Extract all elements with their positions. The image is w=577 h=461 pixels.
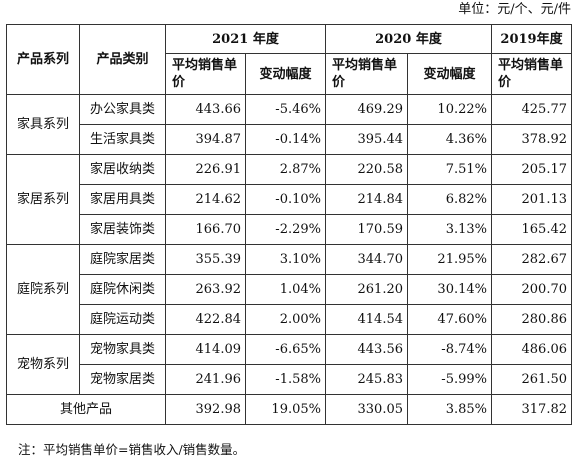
- header-row-years: 产品系列 产品类别 2021 年度 2020 年度 2019年度: [6, 24, 572, 95]
- change-2020-cell: -5.99%: [407, 364, 492, 395]
- price-2020-cell: 170.59: [325, 214, 408, 245]
- price-table: 产品系列 产品类别 2021 年度 2020 年度 2019年度 平均销售单价 …: [6, 24, 572, 425]
- price-2020-cell: 443.56: [325, 334, 408, 365]
- price-2019-cell: 317.82: [491, 394, 572, 425]
- price-2020-cell: 214.84: [325, 184, 408, 215]
- footnote: 注：平均销售单价=销售收入/销售数量。: [18, 442, 246, 457]
- table-row: 家居系列 家居收纳类 226.91 2.87% 220.58 7.51% 205…: [6, 154, 572, 245]
- price-2021-cell: 226.91: [165, 154, 246, 185]
- change-2021-cell: 19.05%: [245, 394, 326, 425]
- price-2021-cell: 355.39: [165, 244, 246, 275]
- table-row: 家居用具类 214.62 -0.10% 214.84 6.82% 201.13: [7, 184, 572, 215]
- change-2021-cell: 2.00%: [245, 304, 326, 335]
- price-2019-cell: 205.17: [491, 154, 572, 185]
- category-cell: 庭院运动类: [79, 304, 166, 335]
- price-2021-cell: 241.96: [165, 364, 246, 395]
- category-cell: 庭院家居类: [79, 244, 166, 275]
- header-row-metrics: 平均销售单价 变动幅度 平均销售单价 变动幅度 平均销售单价: [7, 53, 572, 95]
- header-avg-price-2019: 平均销售单价: [491, 53, 572, 95]
- header-change-2020: 变动幅度: [407, 53, 492, 95]
- change-2020-cell: -8.74%: [407, 334, 492, 365]
- change-2021-cell: -1.58%: [245, 364, 326, 395]
- price-2019-cell: 378.92: [491, 124, 572, 155]
- price-2019-cell: 486.06: [491, 334, 572, 365]
- change-2021-cell: 3.10%: [245, 244, 326, 275]
- category-cell: 家居装饰类: [79, 214, 166, 245]
- price-2020-cell: 344.70: [325, 244, 408, 275]
- header-avg-price-2021: 平均销售单价: [165, 53, 246, 95]
- series-cell: 家具系列: [6, 94, 80, 155]
- category-cell: 庭院休闲类: [79, 274, 166, 305]
- header-avg-price-2020: 平均销售单价: [325, 53, 408, 95]
- price-2021-cell: 414.09: [165, 334, 246, 365]
- price-2020-cell: 414.54: [325, 304, 408, 335]
- series-cell: 庭院系列: [6, 244, 80, 335]
- change-2020-cell: 30.14%: [407, 274, 492, 305]
- table-row-other: 其他产品 392.98 19.05% 330.05 3.85% 317.82: [6, 394, 572, 425]
- other-products-label: 其他产品: [6, 394, 166, 425]
- table-row: 宠物家居类 241.96 -1.58% 245.83 -5.99% 261.50: [7, 364, 572, 395]
- category-cell: 家居收纳类: [79, 154, 166, 185]
- header-series: 产品系列: [6, 24, 80, 95]
- change-2021-cell: -5.46%: [245, 94, 326, 125]
- change-2020-cell: 21.95%: [407, 244, 492, 275]
- table-row: 家具系列 办公家具类 443.66 -5.46% 469.29 10.22% 4…: [6, 94, 572, 155]
- price-2021-cell: 214.62: [165, 184, 246, 215]
- change-2021-cell: 2.87%: [245, 154, 326, 185]
- price-2021-cell: 394.87: [165, 124, 246, 155]
- series-cell: 家居系列: [6, 154, 80, 245]
- table-row: 庭院系列 庭院家居类 355.39 3.10% 344.70 21.95% 28…: [6, 244, 572, 335]
- price-2021-cell: 422.84: [165, 304, 246, 335]
- change-2020-cell: 3.85%: [407, 394, 492, 425]
- header-category: 产品类别: [79, 24, 166, 95]
- price-2019-cell: 282.67: [491, 244, 572, 275]
- table-row: 庭院运动类 422.84 2.00% 414.54 47.60% 280.86: [7, 304, 572, 335]
- category-cell: 家居用具类: [79, 184, 166, 215]
- unit-note: 单位：元/个、元/件: [458, 2, 571, 17]
- table-row: 庭院休闲类 263.92 1.04% 261.20 30.14% 200.70: [7, 274, 572, 305]
- change-2021-cell: 1.04%: [245, 274, 326, 305]
- price-2021-cell: 166.70: [165, 214, 246, 245]
- header-year-2019: 2019年度: [491, 24, 572, 54]
- change-2020-cell: 7.51%: [407, 154, 492, 185]
- table-row: 宠物系列 宠物家具类 414.09 -6.65% 443.56 -8.74% 4…: [6, 334, 572, 395]
- price-2020-cell: 395.44: [325, 124, 408, 155]
- price-2021-cell: 443.66: [165, 94, 246, 125]
- price-2020-cell: 245.83: [325, 364, 408, 395]
- table-row: 生活家具类 394.87 -0.14% 395.44 4.36% 378.92: [7, 124, 572, 155]
- price-2021-cell: 263.92: [165, 274, 246, 305]
- price-2019-cell: 425.77: [491, 94, 572, 125]
- price-2020-cell: 261.20: [325, 274, 408, 305]
- change-2021-cell: -0.14%: [245, 124, 326, 155]
- change-2021-cell: -0.10%: [245, 184, 326, 215]
- price-2019-cell: 200.70: [491, 274, 572, 305]
- change-2021-cell: -2.29%: [245, 214, 326, 245]
- change-2020-cell: 3.13%: [407, 214, 492, 245]
- table-row: 家居装饰类 166.70 -2.29% 170.59 3.13% 165.42: [7, 214, 572, 245]
- header-year-2020: 2020 年度: [325, 24, 492, 54]
- category-cell: 生活家具类: [79, 124, 166, 155]
- price-2019-cell: 201.13: [491, 184, 572, 215]
- change-2020-cell: 10.22%: [407, 94, 492, 125]
- price-2020-cell: 330.05: [325, 394, 408, 425]
- change-2020-cell: 6.82%: [407, 184, 492, 215]
- change-2020-cell: 4.36%: [407, 124, 492, 155]
- category-cell: 宠物家具类: [79, 334, 166, 365]
- header-change-2021: 变动幅度: [245, 53, 326, 95]
- change-2021-cell: -6.65%: [245, 334, 326, 365]
- price-2019-cell: 261.50: [491, 364, 572, 395]
- price-2019-cell: 280.86: [491, 304, 572, 335]
- change-2020-cell: 47.60%: [407, 304, 492, 335]
- price-2021-cell: 392.98: [165, 394, 246, 425]
- price-2019-cell: 165.42: [491, 214, 572, 245]
- category-cell: 办公家具类: [79, 94, 166, 125]
- price-2020-cell: 469.29: [325, 94, 408, 125]
- header-year-2021: 2021 年度: [165, 24, 326, 54]
- price-2020-cell: 220.58: [325, 154, 408, 185]
- category-cell: 宠物家居类: [79, 364, 166, 395]
- series-cell: 宠物系列: [6, 334, 80, 395]
